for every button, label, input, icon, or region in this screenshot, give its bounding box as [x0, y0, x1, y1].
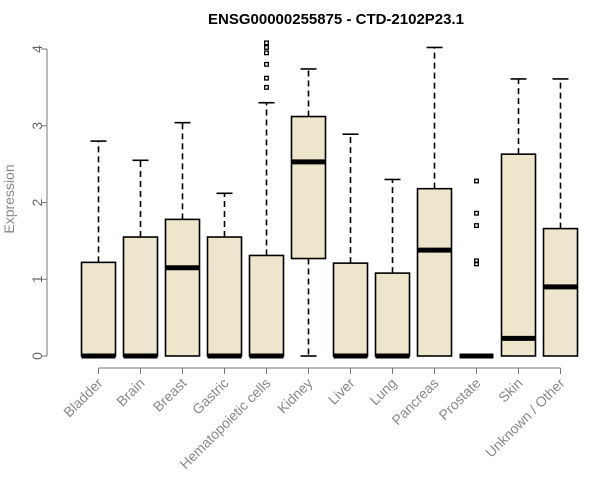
- box-iqr: [164, 218, 201, 357]
- x-tick-label: Liver: [325, 375, 358, 408]
- x-tick-label: Unknown / Other: [482, 375, 568, 461]
- x-tick-label: Skin: [495, 375, 526, 406]
- box-iqr: [542, 227, 579, 357]
- outlier-point: [264, 40, 269, 46]
- outlier-point: [264, 45, 269, 50]
- box-iqr: [206, 236, 243, 357]
- y-tick-label: 3: [29, 122, 45, 130]
- box-iqr: [80, 261, 117, 357]
- boxes: [80, 40, 579, 359]
- outlier-point: [264, 75, 269, 81]
- x-tick-label: Lung: [366, 375, 399, 408]
- box-pancreas: [416, 46, 453, 357]
- x-tick-label: Kidney: [274, 375, 316, 417]
- outlier-point: [264, 50, 269, 56]
- outlier-point: [474, 223, 479, 228]
- box-iqr: [500, 153, 537, 357]
- box-breast: [164, 121, 201, 357]
- box-skin: [500, 78, 537, 357]
- x-tick-label: Prostate: [435, 375, 483, 423]
- box-prostate: [459, 178, 494, 359]
- x-tick-label: Bladder: [60, 375, 106, 421]
- box-bladder: [80, 140, 117, 359]
- x-tick-label: Pancreas: [388, 375, 441, 428]
- box-iqr: [122, 236, 159, 357]
- box-iqr: [290, 115, 327, 260]
- box-unknown-other: [542, 78, 579, 357]
- box-kidney: [290, 68, 327, 357]
- outlier-point: [264, 84, 269, 90]
- chart-title: ENSG00000255875 - CTD-2102P23.1: [208, 11, 464, 28]
- y-tick-label: 2: [29, 198, 45, 206]
- outlier-point: [264, 61, 269, 67]
- box-iqr: [416, 187, 453, 357]
- box-iqr: [374, 272, 411, 357]
- box-gastric: [206, 192, 243, 359]
- outlier-point: [474, 258, 479, 264]
- outlier-point: [474, 178, 479, 184]
- box-hematopoietic-cells: [248, 40, 285, 359]
- box-iqr: [332, 262, 369, 357]
- y-tick-label: 1: [29, 275, 45, 283]
- box-iqr: [248, 254, 285, 357]
- y-tick-label: 4: [29, 45, 45, 53]
- x-tick-label: Brain: [113, 375, 147, 409]
- y-tick-label: 0: [29, 352, 45, 360]
- y-axis-label: Expression: [1, 164, 17, 233]
- y-axis: 0 1 2 3 4: [29, 45, 48, 360]
- box-lung: [374, 178, 411, 359]
- box-brain: [122, 159, 159, 359]
- outlier-point: [474, 210, 479, 216]
- box-liver: [332, 133, 369, 359]
- x-tick-label: Breast: [150, 375, 190, 415]
